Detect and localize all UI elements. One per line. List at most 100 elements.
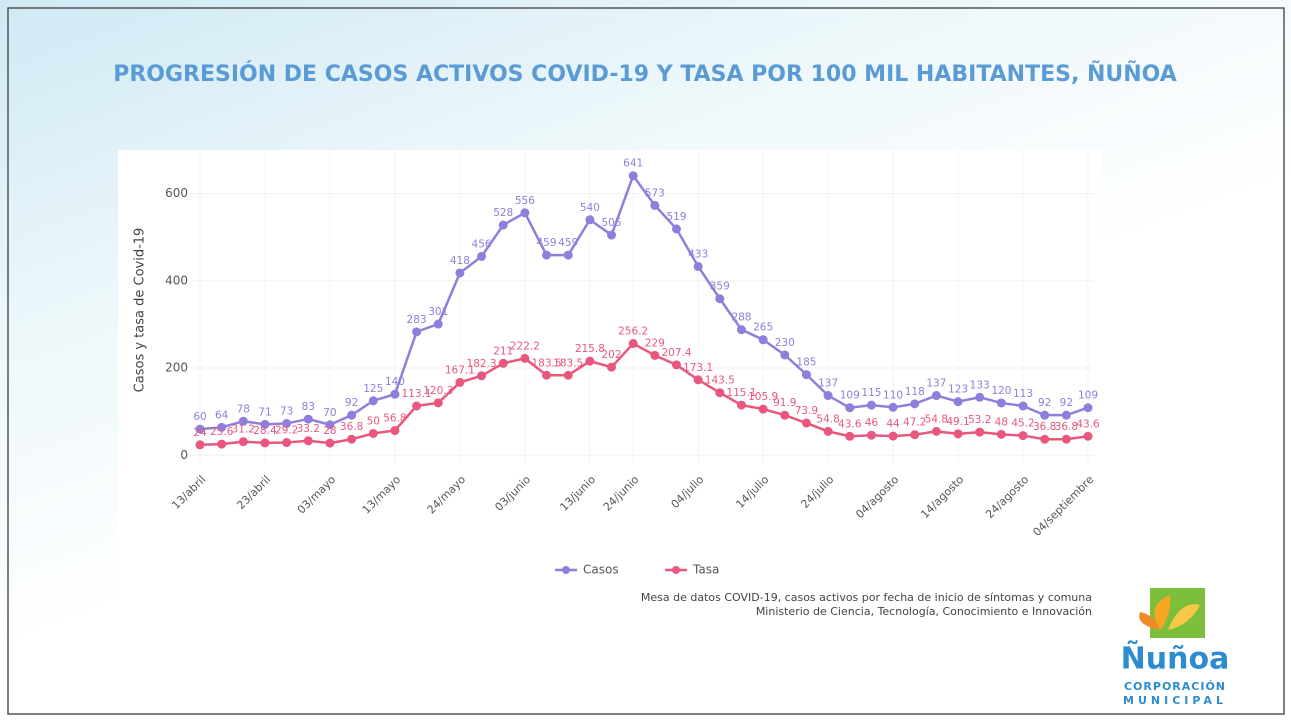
point <box>238 416 248 426</box>
data-label: 540 <box>580 202 600 214</box>
y-tick-label: 600 <box>165 186 188 200</box>
data-label: 92 <box>1038 397 1051 409</box>
point <box>520 208 530 218</box>
slide-border <box>7 7 1285 715</box>
point <box>888 431 898 441</box>
data-label: 256.2 <box>618 326 648 338</box>
point <box>780 350 790 360</box>
logo-leaf <box>1139 612 1160 630</box>
logo: Ñuñoa CORPORACIÓN MUNICIPAL <box>1121 588 1229 707</box>
data-label: 137 <box>926 378 946 390</box>
data-label: 120 <box>991 385 1011 397</box>
data-label: 43.6 <box>1076 418 1100 430</box>
point <box>542 250 552 260</box>
point <box>758 335 768 345</box>
data-label: 110 <box>883 389 903 401</box>
data-label: 283 <box>407 314 427 326</box>
point <box>498 220 508 230</box>
data-label: 288 <box>731 312 751 324</box>
point <box>996 398 1006 408</box>
data-label: 36.8 <box>1033 421 1056 433</box>
data-label: 418 <box>450 255 470 267</box>
data-label: 73 <box>280 405 293 417</box>
data-label: 54.8 <box>925 413 948 425</box>
point <box>1083 431 1093 441</box>
data-label: 36.8 <box>340 421 363 433</box>
point <box>585 356 595 366</box>
point <box>455 377 465 387</box>
point <box>260 419 270 429</box>
point <box>1083 403 1093 413</box>
data-label: 433 <box>688 248 708 260</box>
point <box>347 434 357 444</box>
point <box>671 224 681 234</box>
data-label: 105.9 <box>748 391 778 403</box>
point <box>368 428 378 438</box>
point <box>693 261 703 271</box>
point <box>390 426 400 436</box>
data-label: 456 <box>472 238 492 250</box>
data-label: 573 <box>645 187 665 199</box>
data-label: 359 <box>710 281 730 293</box>
point <box>845 431 855 441</box>
point <box>910 430 920 440</box>
point <box>931 391 941 401</box>
data-label: 641 <box>623 158 643 170</box>
data-label: 70 <box>323 407 336 419</box>
data-label: 29.2 <box>275 425 298 437</box>
data-label: 123 <box>948 384 968 396</box>
y-tick-label: 200 <box>165 361 188 375</box>
data-label: 215.8 <box>575 343 605 355</box>
data-label: 265 <box>753 322 773 334</box>
data-label: 24 <box>193 427 207 439</box>
point <box>1061 434 1071 444</box>
point <box>975 427 985 437</box>
data-label: 73.9 <box>795 405 818 417</box>
data-label: 167.1 <box>445 364 475 376</box>
data-label: 505 <box>601 217 621 229</box>
point <box>1018 431 1028 441</box>
logo-text: CORPORACIÓN <box>1124 680 1226 693</box>
data-label: 71 <box>258 406 271 418</box>
point <box>996 429 1006 439</box>
point <box>477 371 487 381</box>
point <box>953 429 963 439</box>
point <box>498 358 508 368</box>
data-label: 83 <box>302 401 315 413</box>
data-label: 46 <box>865 417 879 429</box>
point <box>715 388 725 398</box>
data-label: 185 <box>796 357 816 369</box>
legend-marker <box>562 566 570 574</box>
point <box>693 375 703 385</box>
data-label: 43.6 <box>838 418 862 430</box>
point <box>736 325 746 335</box>
point <box>520 353 530 363</box>
point <box>303 414 313 424</box>
legend-label: Tasa <box>692 563 719 577</box>
point <box>217 422 227 432</box>
data-label: 109 <box>840 390 860 402</box>
y-tick-label: 0 <box>180 448 188 462</box>
point <box>607 230 617 240</box>
data-label: 459 <box>558 237 578 249</box>
point <box>628 171 638 181</box>
data-label: 28.4 <box>253 425 277 437</box>
logo-text: MUNICIPAL <box>1123 694 1227 707</box>
point <box>195 440 205 450</box>
point <box>455 268 465 278</box>
data-label: 125 <box>363 383 383 395</box>
data-label: 528 <box>493 207 513 219</box>
data-label: 78 <box>237 403 250 415</box>
point <box>433 319 443 329</box>
legend-label: Casos <box>583 563 619 577</box>
data-label: 92 <box>1060 397 1073 409</box>
point <box>845 403 855 413</box>
data-label: 44 <box>886 418 900 430</box>
point <box>953 397 963 407</box>
point <box>650 200 660 210</box>
point <box>282 418 292 428</box>
point <box>823 391 833 401</box>
data-label: 230 <box>775 337 795 349</box>
point <box>1040 434 1050 444</box>
